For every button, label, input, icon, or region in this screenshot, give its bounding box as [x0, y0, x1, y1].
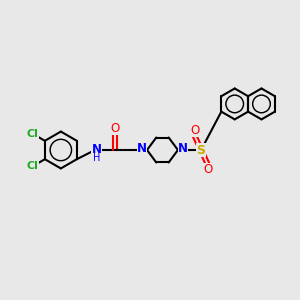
Text: N: N [137, 142, 147, 155]
Text: S: S [196, 143, 206, 157]
Text: N: N [92, 143, 101, 156]
Text: Cl: Cl [27, 161, 39, 171]
Text: O: O [190, 124, 199, 137]
Text: N: N [178, 142, 188, 155]
Text: Cl: Cl [27, 129, 39, 139]
Text: H: H [93, 153, 100, 163]
Text: O: O [110, 122, 120, 135]
Text: O: O [203, 163, 212, 176]
